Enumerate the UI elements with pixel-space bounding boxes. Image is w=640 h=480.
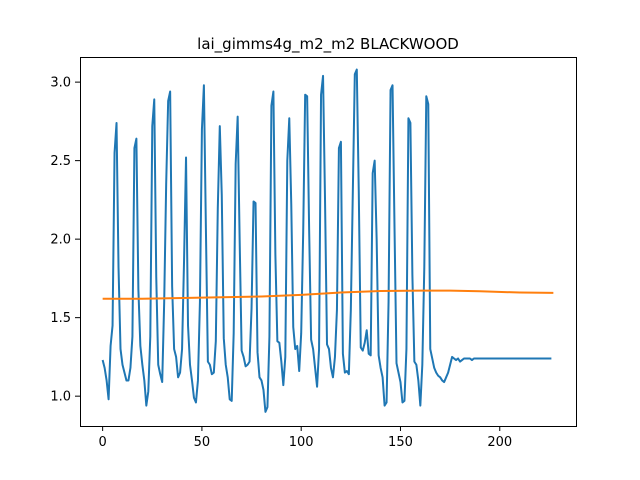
x-tick-label: 150 [388, 435, 413, 450]
y-tick-label: 1.5 [50, 311, 71, 326]
y-tick-label: 3.0 [50, 76, 71, 91]
plot-area [101, 68, 554, 413]
x-tick-label: 50 [194, 435, 211, 450]
series-line-trend [102, 289, 554, 300]
y-axis-ticks: 1.0 1.5 2.0 2.5 3.0 [50, 76, 80, 405]
x-tick-label: 0 [98, 435, 106, 450]
x-axis-ticks: 0 50 100 150 200 [98, 426, 512, 450]
chart-title: lai_gimms4g_m2_m2 BLACKWOOD [197, 35, 459, 54]
axes-frame [80, 57, 577, 427]
y-tick-label: 2.0 [50, 233, 71, 248]
y-tick-label: 1.0 [50, 390, 71, 405]
x-tick-label: 200 [487, 435, 512, 450]
series-line-lai [101, 68, 552, 413]
x-tick-label: 100 [289, 435, 314, 450]
y-tick-label: 2.5 [50, 154, 71, 169]
